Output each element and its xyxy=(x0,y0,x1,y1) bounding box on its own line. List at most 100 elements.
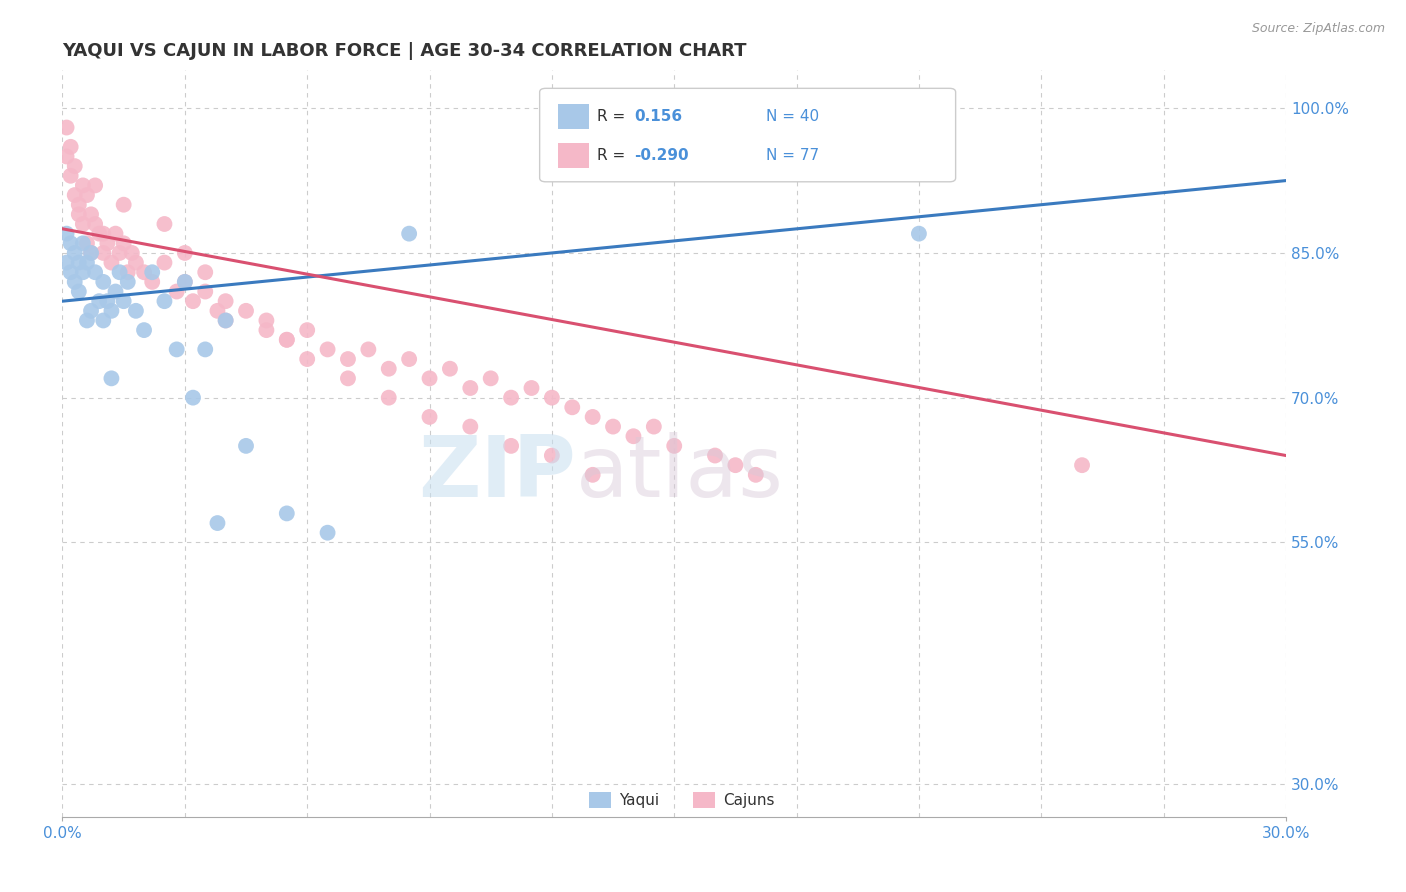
Point xyxy=(67,207,90,221)
Point xyxy=(1071,458,1094,472)
Point xyxy=(582,409,605,424)
Point xyxy=(132,323,155,337)
Point xyxy=(501,391,523,405)
Point xyxy=(582,467,605,482)
Point xyxy=(55,227,77,241)
Point xyxy=(112,236,135,251)
Point xyxy=(76,236,98,251)
Point xyxy=(439,361,461,376)
Point xyxy=(602,419,624,434)
Point xyxy=(254,313,277,327)
FancyBboxPatch shape xyxy=(558,143,589,169)
Point xyxy=(153,294,176,309)
Point xyxy=(704,449,727,463)
Point xyxy=(91,313,114,327)
Point xyxy=(908,227,931,241)
Point xyxy=(295,323,318,337)
Point xyxy=(207,516,229,530)
Point xyxy=(357,343,380,357)
Point xyxy=(76,313,98,327)
Point xyxy=(63,275,86,289)
Point xyxy=(89,294,111,309)
Text: N = 77: N = 77 xyxy=(766,148,820,163)
Point xyxy=(173,275,195,289)
Point xyxy=(276,333,298,347)
Point xyxy=(80,303,103,318)
FancyBboxPatch shape xyxy=(693,792,714,808)
Point xyxy=(108,265,131,279)
Point xyxy=(132,265,155,279)
Point xyxy=(108,246,131,260)
Point xyxy=(460,419,482,434)
Point xyxy=(377,361,399,376)
Point xyxy=(125,255,148,269)
Text: 0.156: 0.156 xyxy=(634,109,682,124)
Text: N = 40: N = 40 xyxy=(766,109,820,124)
Point xyxy=(235,303,257,318)
Point xyxy=(59,236,82,251)
Text: -0.290: -0.290 xyxy=(634,148,689,163)
Point xyxy=(276,507,298,521)
Point xyxy=(316,525,339,540)
Point xyxy=(141,265,163,279)
Point xyxy=(59,169,82,183)
Text: YAQUI VS CAJUN IN LABOR FORCE | AGE 30-34 CORRELATION CHART: YAQUI VS CAJUN IN LABOR FORCE | AGE 30-3… xyxy=(62,42,747,60)
FancyBboxPatch shape xyxy=(558,104,589,129)
Point xyxy=(336,371,359,385)
Point xyxy=(336,352,359,367)
Point xyxy=(91,275,114,289)
Point xyxy=(235,439,257,453)
Point xyxy=(207,303,229,318)
Point xyxy=(67,197,90,211)
Point xyxy=(91,227,114,241)
Point xyxy=(55,255,77,269)
Point xyxy=(276,333,298,347)
Point xyxy=(55,120,77,135)
Point xyxy=(125,303,148,318)
Text: Yaqui: Yaqui xyxy=(619,793,659,807)
Point xyxy=(84,265,107,279)
Text: atlas: atlas xyxy=(576,432,785,515)
Point xyxy=(96,236,118,251)
FancyBboxPatch shape xyxy=(540,88,956,182)
Point xyxy=(96,294,118,309)
Point xyxy=(214,294,236,309)
Point xyxy=(181,391,204,405)
Text: R =: R = xyxy=(598,148,626,163)
Point xyxy=(89,227,111,241)
Text: Source: ZipAtlas.com: Source: ZipAtlas.com xyxy=(1251,22,1385,36)
Point xyxy=(104,285,127,299)
Point xyxy=(72,178,94,193)
Point xyxy=(80,246,103,260)
Point xyxy=(173,246,195,260)
Point xyxy=(419,371,441,385)
Point xyxy=(541,391,564,405)
Text: R =: R = xyxy=(598,109,626,124)
Point xyxy=(67,285,90,299)
Point xyxy=(141,275,163,289)
Point xyxy=(181,294,204,309)
Point xyxy=(561,401,583,415)
Point xyxy=(194,265,217,279)
Text: Cajuns: Cajuns xyxy=(723,793,775,807)
Point xyxy=(112,197,135,211)
Point xyxy=(745,467,768,482)
Point xyxy=(112,294,135,309)
Point xyxy=(100,255,122,269)
Text: ZIP: ZIP xyxy=(419,432,576,515)
Point xyxy=(55,149,77,163)
Point xyxy=(664,439,686,453)
Point xyxy=(541,449,564,463)
Point xyxy=(295,352,318,367)
Point xyxy=(398,227,420,241)
Point xyxy=(214,313,236,327)
Point xyxy=(377,391,399,405)
Point xyxy=(316,343,339,357)
Point xyxy=(100,303,122,318)
Point xyxy=(63,188,86,202)
Point xyxy=(80,207,103,221)
Point xyxy=(63,159,86,173)
Point xyxy=(173,275,195,289)
Point xyxy=(100,371,122,385)
Point xyxy=(153,217,176,231)
